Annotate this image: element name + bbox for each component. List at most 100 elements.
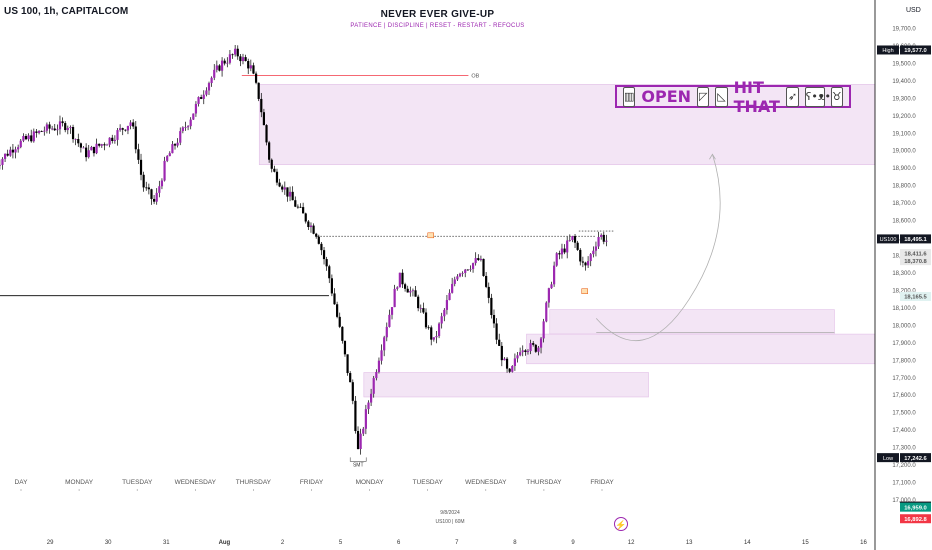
candle-body <box>602 234 605 242</box>
candle-body <box>424 312 428 328</box>
candle-body <box>281 186 284 190</box>
candle-body <box>30 135 33 142</box>
candle-body <box>440 316 443 324</box>
x-day-label: DAY <box>15 479 29 486</box>
price-tag-value: 16,959.0 <box>904 505 927 511</box>
candle-body <box>398 272 401 288</box>
candle-body <box>529 343 532 352</box>
candle-body <box>309 225 313 228</box>
candle-body <box>367 402 370 410</box>
candle-body <box>600 234 603 237</box>
candle-body <box>500 345 503 361</box>
x-day-label: WEDNESDAY <box>175 479 217 486</box>
x-date-label: 31 <box>163 540 170 546</box>
candle-body <box>11 149 15 153</box>
candle-body <box>74 139 77 140</box>
x-date-label: 14 <box>744 540 751 546</box>
candle-body <box>275 171 279 183</box>
candle-body <box>132 122 135 127</box>
candle-body <box>542 321 545 339</box>
candle-body <box>291 191 294 201</box>
candle-body <box>401 272 404 285</box>
x-date-label: 29 <box>47 540 54 546</box>
y-tick-label: 19,300.0 <box>892 96 916 102</box>
candle-body <box>302 207 305 214</box>
y-tick-label: 17,000.0 <box>892 498 916 504</box>
candle-body <box>576 242 579 250</box>
candle-body <box>341 326 344 341</box>
marker-icon <box>427 232 434 239</box>
candle-body <box>537 347 540 352</box>
candle-body <box>432 337 435 340</box>
candle-body <box>325 259 328 267</box>
candle-body <box>32 131 35 142</box>
candle-body <box>260 98 263 113</box>
bull-icon: ♉ <box>830 86 843 107</box>
candle-body <box>278 182 281 187</box>
candle-body <box>573 236 577 243</box>
candle-body <box>414 290 417 297</box>
candle-body <box>53 128 56 131</box>
candle-body <box>210 77 213 84</box>
candle-body <box>403 284 407 289</box>
candle-body <box>534 344 537 352</box>
candle-body <box>370 393 373 403</box>
x-day-label: TUESDAY <box>413 479 444 486</box>
candle-body <box>471 263 475 270</box>
candle-body <box>69 127 72 129</box>
candle-body <box>27 135 30 140</box>
y-tick-label: 17,300.0 <box>892 446 916 452</box>
price-tag-label-bg <box>877 453 899 463</box>
candle-body <box>592 250 595 255</box>
x-date-label: 16 <box>860 540 867 546</box>
y-tick-label: 18,200.0 <box>892 288 916 294</box>
candle-body <box>453 279 456 284</box>
price-tag-value: 18,411.6 <box>904 252 927 258</box>
candle-body <box>273 168 276 172</box>
y-tick-label: 19,500.0 <box>892 61 916 67</box>
price-tag-value: 19,577.0 <box>904 48 927 54</box>
candle-body <box>244 57 247 62</box>
candle-body <box>474 258 477 264</box>
candle-body <box>406 288 409 293</box>
candle-body <box>605 240 608 242</box>
price-axis: 17,000.0 17,100.0 17,200.0 17,300.0 17,400.0… <box>874 0 932 550</box>
candle-body <box>312 225 315 234</box>
candle-body <box>103 144 106 146</box>
candle-body <box>249 65 252 69</box>
candle-body <box>61 121 64 124</box>
candle-body <box>443 309 446 317</box>
candle-body <box>539 338 543 348</box>
candle-body <box>126 125 130 131</box>
candle-body <box>317 236 320 244</box>
price-tag-bg <box>900 514 931 524</box>
demand-zone-mid <box>549 309 835 335</box>
symbol-title: US 100, 1h, CAPITALCOM <box>4 6 129 17</box>
candle-body <box>79 143 82 148</box>
price-tag-bg <box>900 256 931 266</box>
candle-body <box>566 240 569 253</box>
price-tag-label: Low <box>883 456 893 462</box>
candle-body <box>268 142 271 160</box>
candle-body <box>385 326 388 338</box>
y-tick-label: 18,900.0 <box>892 166 916 172</box>
candle-body <box>508 368 511 372</box>
projection-arrowhead <box>709 153 716 160</box>
candle-body <box>594 246 598 251</box>
candle-body <box>254 73 258 83</box>
time-axis: DAY MONDAY TUESDAY WEDNESDAY THURSDAY FRIDAY M… <box>15 479 868 546</box>
candle-body <box>322 250 326 260</box>
lightning-icon[interactable]: ⚡ <box>614 517 628 531</box>
annotations-layer: OB SMT <box>349 74 588 468</box>
smt-bracket <box>349 457 367 462</box>
candle-body <box>505 358 509 369</box>
footer-date: 9/8/2024 <box>440 510 460 516</box>
candle-body <box>40 131 43 132</box>
candle-body <box>479 258 483 261</box>
candle-body <box>139 159 143 175</box>
candle-body <box>231 54 234 56</box>
candle-body <box>482 258 485 276</box>
candle-body <box>134 126 137 150</box>
candle-body <box>19 140 22 148</box>
